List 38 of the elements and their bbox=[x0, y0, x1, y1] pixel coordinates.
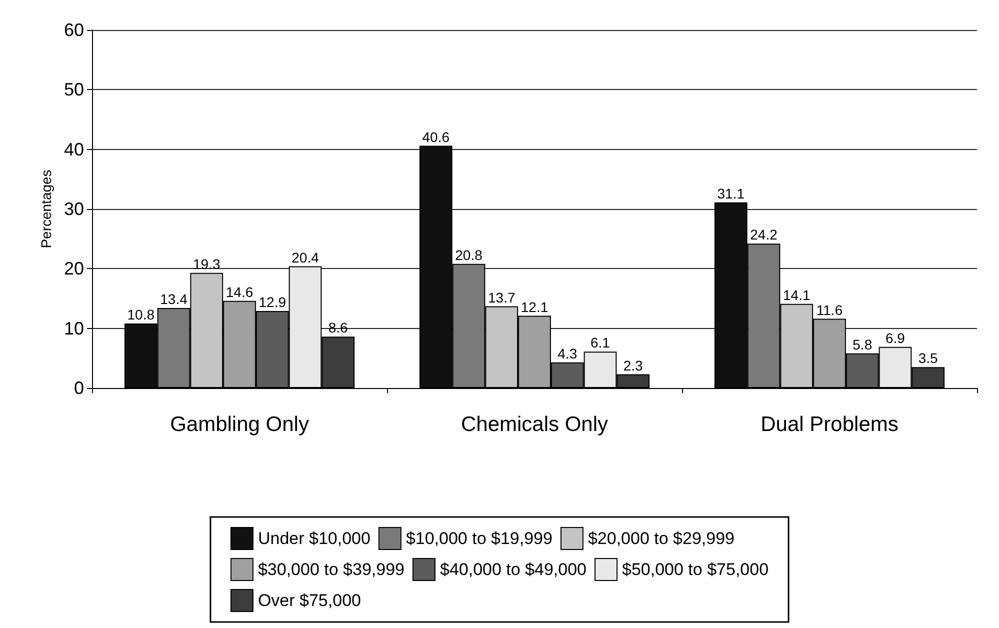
data-label: 20.4 bbox=[292, 249, 320, 266]
legend-label: $20,000 to $29,999 bbox=[588, 529, 734, 548]
x-tick-label: Gambling Only bbox=[170, 413, 310, 436]
data-label: 14.6 bbox=[226, 284, 254, 300]
y-tick-label: 60 bbox=[64, 20, 84, 40]
data-label: 6.9 bbox=[886, 330, 906, 346]
data-label: 13.7 bbox=[488, 289, 516, 306]
data-label: 24.2 bbox=[750, 226, 778, 243]
legend-label: $50,000 to $75,000 bbox=[622, 560, 769, 579]
data-label: 4.3 bbox=[558, 345, 578, 362]
data-label: 31.1 bbox=[717, 185, 745, 202]
y-tick-label: 20 bbox=[64, 258, 84, 279]
legend-label: Under $10,000 bbox=[258, 529, 370, 548]
y-tick-label: 50 bbox=[64, 80, 84, 100]
data-label: 6.1 bbox=[590, 334, 610, 351]
data-label: 12.1 bbox=[520, 298, 548, 315]
data-label: 12.9 bbox=[258, 294, 286, 310]
data-label: 10.8 bbox=[127, 306, 155, 323]
legend-label: $40,000 to $49,000 bbox=[440, 560, 587, 579]
data-label: 40.6 bbox=[422, 128, 450, 145]
data-label: 13.4 bbox=[160, 291, 188, 308]
x-tick-label: Dual Problems bbox=[760, 413, 898, 436]
y-tick-label: 40 bbox=[64, 139, 84, 160]
legend-label: Over $75,000 bbox=[258, 591, 361, 610]
y-tick-label: 10 bbox=[64, 318, 84, 338]
data-label: 11.6 bbox=[816, 302, 843, 318]
y-axis-title: Percentages bbox=[38, 170, 54, 248]
legend-label: $30,000 to $39,999 bbox=[258, 560, 404, 579]
data-label: 19.3 bbox=[193, 256, 220, 272]
data-label: 14.1 bbox=[783, 286, 810, 303]
y-tick-label: 30 bbox=[64, 199, 84, 219]
data-label: 3.5 bbox=[918, 350, 938, 366]
data-label: 20.8 bbox=[455, 246, 483, 263]
y-tick-label: 0 bbox=[74, 378, 84, 398]
legend-label: $10,000 to $19,999 bbox=[406, 529, 552, 548]
data-label: 2.3 bbox=[623, 357, 644, 374]
data-label: 5.8 bbox=[852, 336, 872, 352]
x-tick-label: Chemicals Only bbox=[460, 413, 609, 436]
